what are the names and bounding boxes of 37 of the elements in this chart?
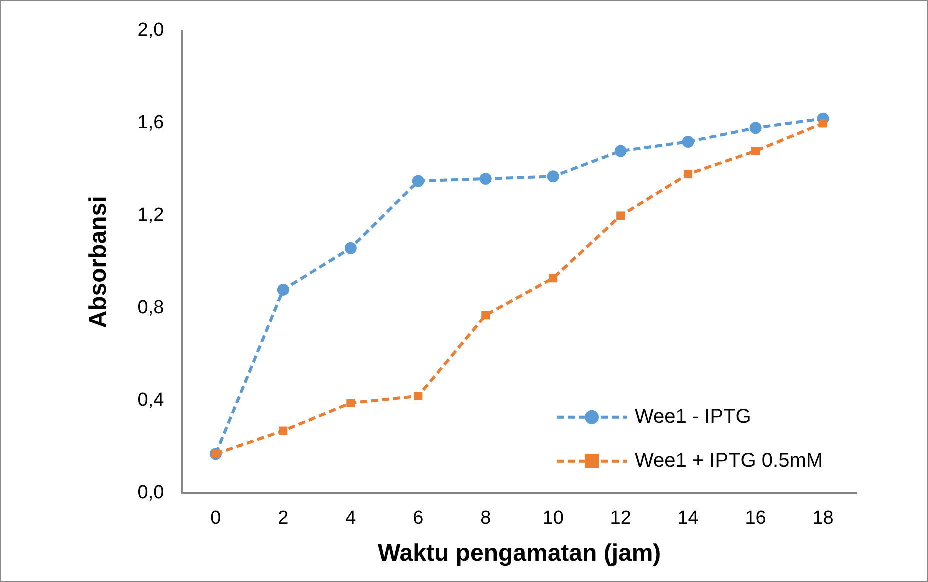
x-tick-label: 2 xyxy=(278,508,289,530)
point xyxy=(346,398,356,408)
x-axis-title: Waktu pengamatan (jam) xyxy=(378,540,662,568)
legend-label: Wee1 + IPTG 0.5mM xyxy=(635,450,824,472)
y-axis-title: Absorbansi xyxy=(85,196,112,328)
point xyxy=(412,175,424,188)
y-tick-label: 1,2 xyxy=(138,205,164,226)
x-tick-label: 6 xyxy=(413,508,424,530)
point xyxy=(344,242,357,254)
y-tick-label: 0,4 xyxy=(138,390,165,412)
x-tick-label: 4 xyxy=(346,508,357,530)
x-tick-label: 16 xyxy=(745,508,766,530)
x-tick-label: 10 xyxy=(542,508,564,530)
y-tick-label: 2,0 xyxy=(138,20,164,42)
point xyxy=(819,119,828,128)
point xyxy=(750,122,762,134)
legend-label: Wee1 - IPTG xyxy=(635,406,752,428)
point xyxy=(547,170,560,183)
x-tick-label: 14 xyxy=(678,508,700,530)
point xyxy=(684,170,693,179)
point xyxy=(752,146,760,156)
point xyxy=(482,311,490,320)
point xyxy=(614,145,627,158)
x-tick-label: 12 xyxy=(610,508,632,530)
y-tick-label: 0,0 xyxy=(138,482,164,504)
point xyxy=(616,212,626,220)
y-tick-label: 1,6 xyxy=(138,112,164,134)
point xyxy=(279,426,288,436)
y-tick-label: 0,8 xyxy=(138,298,164,319)
point xyxy=(682,136,694,148)
x-tick-label: 8 xyxy=(480,508,492,530)
x-tick-label: 0 xyxy=(210,508,222,530)
x-tick-label: 18 xyxy=(812,508,834,530)
point xyxy=(414,392,423,401)
point xyxy=(277,284,290,296)
point xyxy=(480,172,492,185)
point xyxy=(549,274,558,283)
